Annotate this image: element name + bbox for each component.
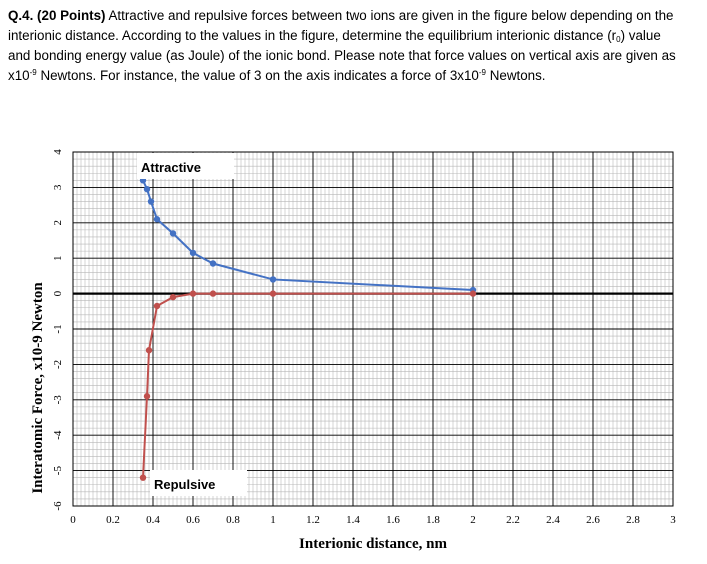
data-point-repulsive	[169, 293, 177, 301]
question-points: (20 Points)	[37, 8, 106, 23]
grid	[72, 151, 674, 507]
x-axis-title: Interionic distance, nm	[299, 536, 447, 552]
data-point-attractive	[147, 198, 155, 205]
x-tick-label: 2	[470, 514, 476, 526]
x-tick-label: 3	[670, 514, 676, 526]
series-labels: Attractive Repulsive	[137, 153, 247, 496]
x-tick-label: 0.2	[106, 514, 120, 526]
x-tick-label: 0	[70, 514, 76, 526]
x-tick-label: 1.2	[306, 514, 320, 526]
y-axis-title: Interatomic Force, x10-9 Newton	[30, 282, 46, 494]
question-text: Q.4. (20 Points) Attractive and repulsiv…	[8, 6, 698, 86]
data-point-attractive	[189, 249, 197, 257]
y-tick-label: 0	[52, 290, 64, 296]
x-tick-label: 1.4	[346, 514, 360, 526]
y-tick-label: -1	[52, 324, 64, 333]
question-line1: Attractive and repulsive forces between …	[105, 8, 674, 23]
x-tick-label: 2.4	[546, 514, 560, 526]
data-point-repulsive	[469, 290, 477, 297]
data-point-repulsive	[145, 347, 153, 354]
data-point-attractive	[153, 216, 161, 223]
y-tick-label: 2	[52, 220, 64, 226]
series-label-repulsive: Repulsive	[154, 477, 215, 492]
x-tick-label: 0.6	[186, 514, 200, 526]
x-tick-label: 0.4	[146, 514, 160, 526]
y-tick-labels: 4 3 2 1 0 -1 -2 -3 -4 -5 -6	[52, 149, 64, 511]
series-label-attractive: Attractive	[141, 160, 201, 175]
x-tick-label: 1	[270, 514, 276, 526]
question-line4b: Newtons. For instance, the value of 3 on…	[36, 68, 479, 83]
data-point-attractive	[169, 230, 177, 237]
y-tick-label: 3	[52, 184, 64, 190]
question-line2: interionic distance. According to the va…	[8, 28, 617, 43]
exponent-2: -9	[478, 68, 486, 77]
data-point-repulsive	[153, 302, 161, 310]
data-point-attractive	[143, 185, 151, 193]
data-point-repulsive	[269, 290, 277, 297]
data-point-repulsive	[209, 290, 217, 297]
x-tick-label: 2.2	[506, 514, 520, 526]
data-point-repulsive	[189, 290, 197, 297]
data-point-repulsive	[139, 474, 147, 481]
data-point-attractive	[209, 260, 217, 267]
plot-border	[72, 151, 674, 507]
question-number: Q.4.	[8, 8, 34, 23]
question-line3: and bonding energy value (as Joule) of t…	[8, 48, 676, 63]
x-tick-labels: 0 0.2 0.4 0.6 0.8 1 1.2 1.4 1.6 1.8 2 2.2 2.4 2.6 2.8 3	[70, 514, 676, 526]
question-line4c: Newtons.	[485, 68, 546, 83]
series-line-attractive	[142, 179, 474, 292]
x-tick-label: 2.6	[586, 514, 600, 526]
data-point-attractive	[269, 276, 277, 283]
y-tick-label: 1	[52, 255, 64, 261]
x-tick-label: 1.8	[426, 514, 440, 526]
y-tick-label: -5	[52, 466, 64, 476]
label-box-bg	[137, 153, 234, 179]
x-tick-label: 0.8	[226, 514, 240, 526]
y-tick-label: -2	[52, 360, 64, 369]
question-line2-end: ) value	[620, 28, 661, 43]
r-subscript: 0	[616, 35, 621, 44]
exponent-1: -9	[29, 68, 37, 77]
y-tick-label: -3	[52, 395, 64, 405]
y-tick-label: -6	[52, 501, 64, 511]
series-group	[139, 177, 477, 481]
data-point-repulsive	[143, 393, 151, 400]
y-tick-label: -4	[52, 430, 64, 440]
question-line4a: x10	[8, 68, 30, 83]
y-tick-label: 4	[52, 149, 64, 155]
label-box-bg	[150, 470, 247, 496]
x-tick-label: 1.6	[386, 514, 400, 526]
x-tick-label: 2.8	[626, 514, 640, 526]
